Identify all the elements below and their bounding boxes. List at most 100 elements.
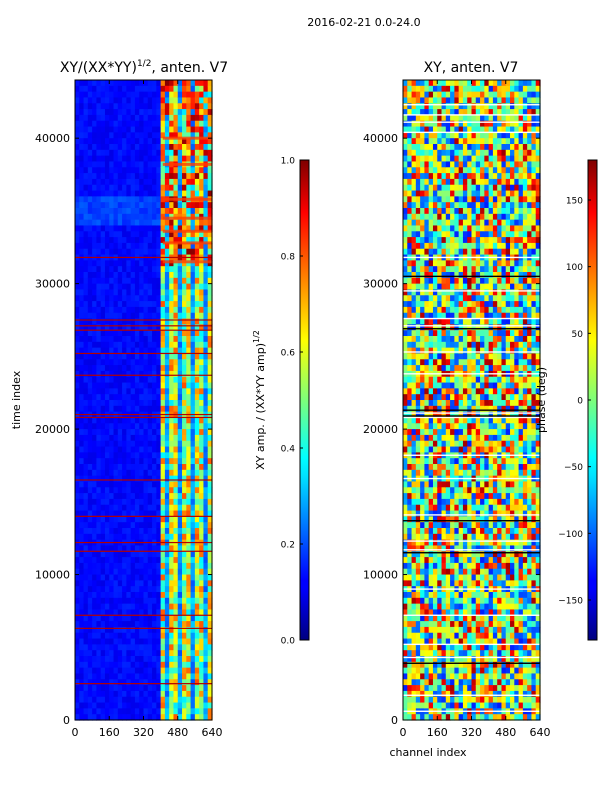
amplitude-heatmap-cell: [156, 376, 162, 384]
amplitude-heatmap-cell: [92, 516, 98, 523]
amplitude-heatmap-cell: [130, 289, 136, 296]
phase-heatmap-cell: [437, 592, 443, 599]
amplitude-heatmap-cell: [203, 685, 209, 692]
phase-heatmap-cell: [445, 446, 451, 453]
phase-heatmap-cell: [407, 551, 413, 558]
amplitude-heatmap-cell: [75, 405, 80, 413]
amplitude-heatmap-cell: [75, 580, 80, 587]
amplitude-high-band: [75, 683, 212, 685]
amplitude-heatmap-cell: [186, 452, 192, 459]
amplitude-heatmap-cell: [79, 429, 85, 436]
phase-heatmap-cell: [407, 400, 413, 407]
amplitude-heatmap-cell: [207, 394, 213, 401]
amplitude-heatmap-cell: [87, 632, 93, 640]
amplitude-heatmap-cell: [87, 85, 93, 93]
phase-heatmap-cell: [424, 306, 430, 314]
amplitude-heatmap-cell: [122, 283, 127, 291]
phase-heatmap-cell: [411, 109, 417, 116]
amplitude-heatmap-cell: [139, 80, 145, 87]
amplitude-heatmap-cell: [203, 382, 209, 389]
amplitude-heatmap-cell: [207, 312, 213, 320]
phase-heatmap-cell: [428, 411, 434, 419]
phase-heatmap-cell: [432, 365, 438, 372]
amplitude-heatmap-cell: [186, 144, 192, 151]
amplitude-heatmap-cell: [100, 673, 106, 680]
amplitude-heatmap-cell: [126, 580, 132, 587]
amplitude-heatmap-cell: [186, 178, 192, 186]
phase-heatmap-cell: [450, 429, 455, 436]
amplitude-heatmap-cell: [152, 562, 157, 570]
amplitude-heatmap-cell: [79, 365, 85, 372]
amplitude-heatmap-cell: [134, 324, 140, 331]
amplitude-heatmap-cell: [92, 306, 98, 314]
amplitude-heatmap-cell: [104, 690, 110, 698]
amplitude-heatmap-cell: [164, 97, 170, 104]
amplitude-heatmap-cell: [156, 330, 162, 337]
amplitude-heatmap-cell: [190, 80, 196, 87]
amplitude-heatmap-cell: [134, 103, 140, 110]
amplitude-heatmap-cell: [164, 487, 170, 494]
phase-heatmap-cell: [432, 283, 438, 291]
amplitude-high-band: [75, 325, 212, 327]
phase-heatmap-cell: [454, 266, 460, 273]
amplitude-heatmap-cell: [87, 330, 93, 337]
amplitude-heatmap-cell: [104, 493, 110, 500]
amplitude-heatmap-cell: [207, 487, 213, 494]
amplitude-heatmap-cell: [190, 533, 196, 541]
amplitude-heatmap-cell: [87, 667, 93, 675]
amplitude-heatmap-cell: [96, 260, 102, 267]
amplitude-heatmap-cell: [169, 219, 175, 227]
phase-heatmap-cell: [441, 138, 447, 145]
amplitude-heatmap-cell: [186, 603, 192, 611]
phase-heatmap-cell: [411, 91, 417, 99]
amplitude-heatmap-cell: [173, 644, 179, 651]
amplitude-heatmap-cell: [156, 522, 162, 529]
phase-heatmap-cell: [403, 394, 408, 401]
phase-heatmap-cell: [432, 690, 438, 698]
amplitude-heatmap-cell: [203, 225, 209, 232]
amplitude-heatmap-cell: [96, 557, 102, 564]
amplitude-heatmap-cell: [87, 353, 93, 360]
phase-heatmap-cell: [411, 277, 417, 285]
amplitude-heatmap-cell: [207, 237, 213, 244]
amplitude-heatmap-cell: [173, 615, 179, 622]
amplitude-heatmap-cell: [130, 155, 136, 163]
amplitude-heatmap-cell: [79, 557, 85, 564]
phase-heatmap-cell: [437, 528, 443, 535]
amplitude-heatmap-cell: [186, 219, 192, 227]
amplitude-heatmap-cell: [122, 359, 127, 366]
amplitude-heatmap-cell: [79, 545, 85, 552]
amplitude-heatmap-cell: [199, 394, 205, 401]
amplitude-heatmap-cell: [122, 533, 127, 541]
amplitude-heatmap-cell: [143, 557, 149, 564]
phase-heatmap-cell: [428, 597, 434, 605]
phase-heatmap-cell: [424, 173, 430, 180]
amplitude-heatmap-cell: [75, 522, 80, 529]
amplitude-heatmap-cell: [152, 487, 157, 494]
amplitude-heatmap-cell: [117, 213, 123, 221]
phase-heatmap-cell: [454, 306, 460, 314]
phase-heatmap-cell: [432, 394, 438, 401]
phase-heatmap-cell: [420, 260, 426, 267]
phase-heatmap-cell: [403, 562, 408, 570]
phase-heatmap-cell: [415, 376, 421, 384]
amplitude-heatmap-cell: [113, 306, 119, 314]
amplitude-heatmap-cell: [134, 708, 140, 715]
amplitude-heatmap-cell: [194, 376, 200, 384]
amplitude-heatmap-cell: [203, 679, 209, 686]
phase-heatmap-cell: [415, 161, 421, 168]
amplitude-heatmap-cell: [122, 661, 127, 669]
amplitude-heatmap-cell: [194, 533, 200, 541]
amplitude-heatmap-cell: [203, 702, 209, 709]
amplitude-heatmap-cell: [83, 80, 89, 87]
amplitude-heatmap-cell: [173, 266, 179, 273]
amplitude-heatmap-cell: [160, 301, 166, 308]
phase-heatmap-cell: [424, 312, 430, 320]
amplitude-heatmap-cell: [87, 510, 93, 517]
phase-heatmap-cell: [445, 237, 451, 244]
amplitude-heatmap-cell: [126, 644, 132, 651]
amplitude-heatmap-cell: [92, 376, 98, 384]
amplitude-heatmap-cell: [104, 562, 110, 570]
amplitude-heatmap-cell: [83, 266, 89, 273]
amplitude-heatmap-cell: [203, 504, 209, 512]
